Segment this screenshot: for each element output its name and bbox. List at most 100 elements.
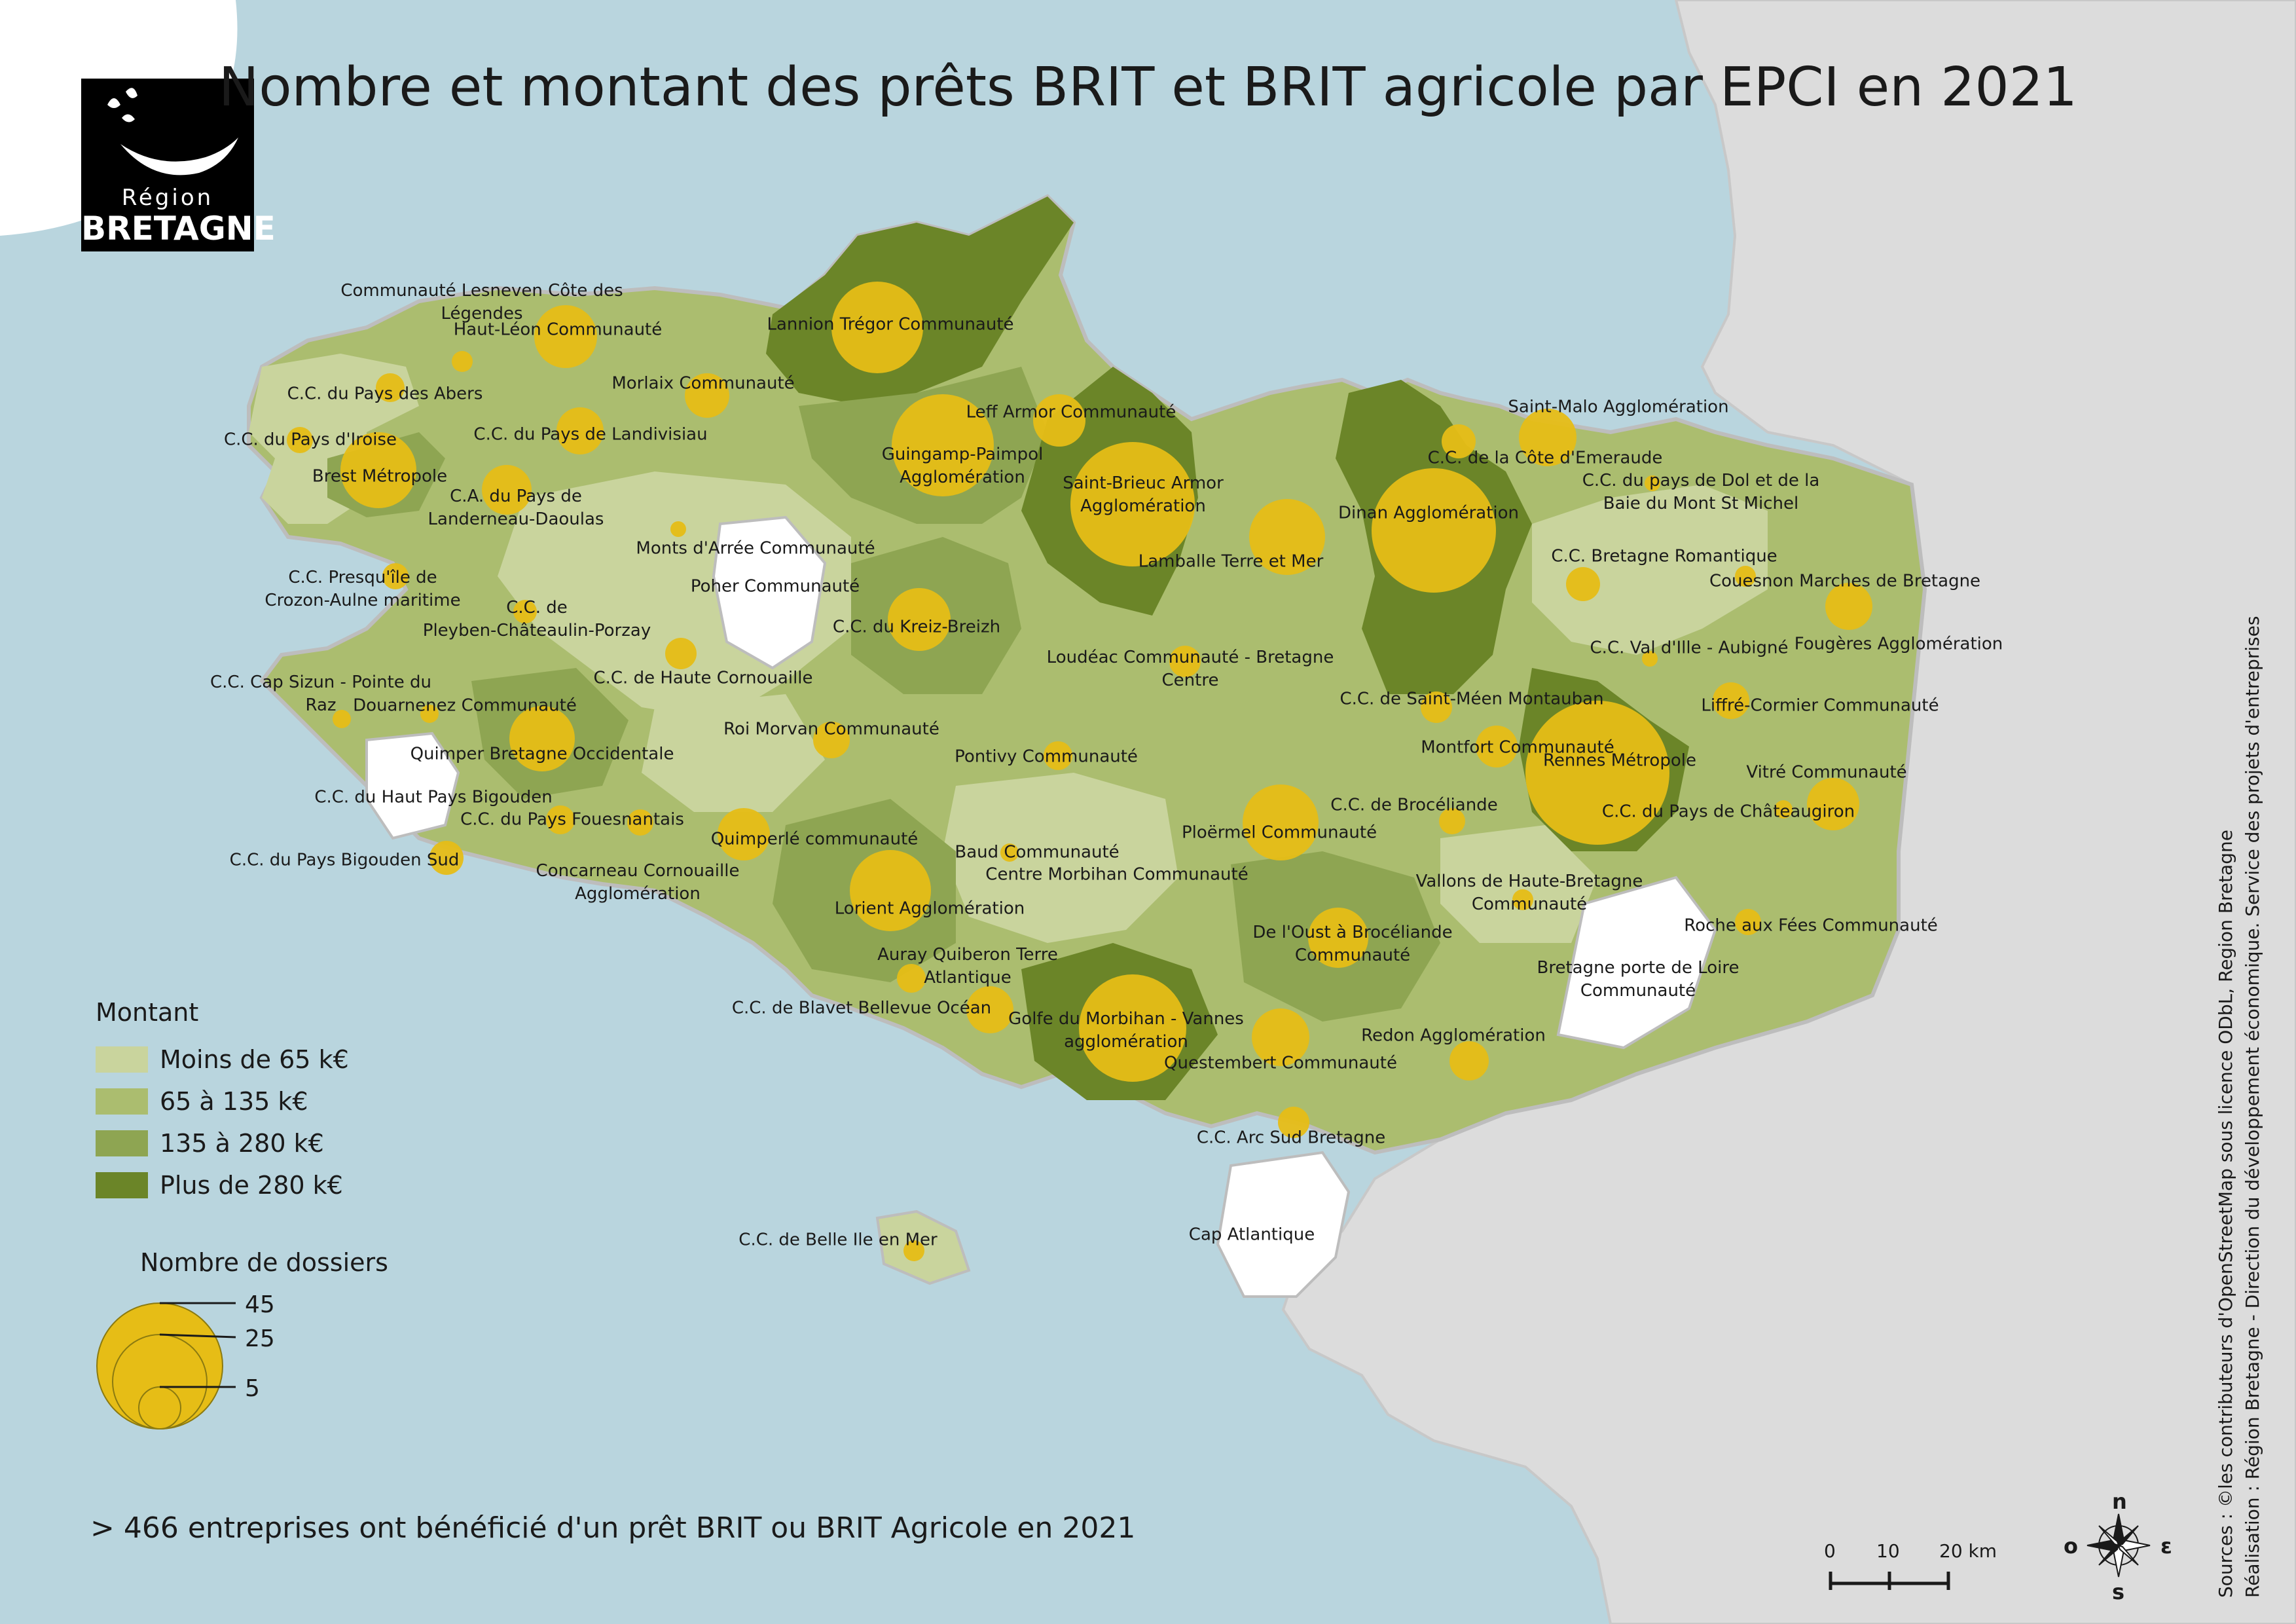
bubble-leff — [1033, 394, 1085, 447]
bubble-baud — [1000, 843, 1019, 862]
epci-label: Douarnenez Communauté — [353, 695, 577, 716]
epci-label: C.C. de Belle Ile en Mer — [738, 1230, 938, 1250]
epci-label: Vitré Communauté — [1746, 762, 1907, 783]
epci-label: Pontivy Communauté — [955, 747, 1138, 767]
epci-label: Leff Armor Communauté — [966, 402, 1176, 422]
epci-label: Redon Agglomération — [1361, 1025, 1546, 1046]
bubble-belle-ile — [903, 1240, 924, 1261]
bubble-fougeres — [1825, 583, 1872, 630]
epci-label: Roi Morvan Communauté — [723, 719, 939, 739]
bubble-vallons — [1512, 889, 1533, 910]
bubble-rennes — [1525, 701, 1669, 845]
bubble-crozon — [382, 563, 409, 589]
bubble-vitre — [1774, 800, 1793, 819]
region-bretagne-porte-loire — [1556, 876, 1717, 1050]
epci-label: C.C. Cap Sizun - Pointe du Raz — [210, 672, 431, 715]
epci-label: Concarneau Cornouaille Agglomération — [536, 860, 740, 904]
region-haut-pays-bigouden — [365, 731, 460, 840]
epci-label: C.C. Arc Sud Bretagne — [1196, 1128, 1386, 1148]
epci-label: C.A. du Pays de Landerneau-Daoulas — [428, 486, 604, 529]
bubble-brest — [340, 432, 416, 508]
bubble-guingamp — [892, 394, 994, 496]
sources-line: Sources : ©les contributeurs d'OpenStree… — [2215, 830, 2236, 1598]
legend-swatch — [96, 1172, 148, 1198]
epci-label: Cap Atlantique — [1188, 1225, 1315, 1245]
legend-title: Montant — [96, 998, 199, 1027]
bubble-auray — [897, 964, 926, 993]
size-legend-circles — [96, 1302, 223, 1430]
scale-label: 20 km — [1939, 1540, 1997, 1562]
epci-label: Saint-Malo Agglomération — [1508, 397, 1729, 417]
bubble-lamballe — [1249, 499, 1325, 575]
epci-label: C.C. de Haute Cornouaille — [593, 668, 813, 688]
scale-label: 0 — [1824, 1540, 1836, 1562]
epci-label: Lamballe Terre et Mer — [1138, 551, 1324, 572]
compass-north-label: n — [2112, 1489, 2127, 1514]
bubble-haut-leon — [534, 305, 597, 368]
epci-label: C.C. du Pays de Landivisiau — [473, 424, 708, 445]
no-data-regions — [365, 515, 1717, 1298]
bubble-pleyben — [513, 600, 537, 623]
epci-label: C.C. du Pays de Châteaugiron — [1601, 802, 1855, 822]
map-title: Nombre et montant des prêts BRIT et BRIT… — [219, 56, 2077, 119]
logo-region-text: Région — [121, 185, 214, 211]
montant-legend: Montant Moins de 65 k€ 65 à 135 k€ 135 à… — [96, 998, 349, 1206]
bubble-loudeac — [1169, 646, 1201, 677]
scale-label: 10 — [1876, 1540, 1900, 1562]
bubble-blavet — [966, 986, 1013, 1033]
epci-label: C.C. du Pays d'Iroise — [223, 430, 397, 450]
legend-swatch — [96, 1130, 148, 1156]
bubble-dinan — [1372, 468, 1496, 593]
bubble-concarneau — [546, 805, 575, 834]
bubble-monts-arree — [670, 521, 686, 537]
bubble-questembert — [1252, 1008, 1309, 1066]
epci-label: Communauté Lesneven Côte des Légendes — [340, 280, 623, 323]
legend-swatch — [96, 1088, 148, 1115]
scale-bar — [1829, 1572, 1950, 1590]
bubble-fouesnantais — [627, 809, 653, 836]
bubble-montfort — [1476, 726, 1518, 767]
sources-note: Sources : ©les contributeurs d'OpenStree… — [2213, 616, 2266, 1598]
bubble-lesneven — [452, 351, 473, 372]
epci-label: Centre Morbihan Communauté — [985, 864, 1248, 885]
epci-label: Couesnon Marches de Bretagne — [1709, 571, 1981, 591]
legend-row: 65 à 135 k€ — [96, 1080, 349, 1122]
bubble-landerneau — [482, 465, 532, 515]
epci-label: C.C. de Blavet Bellevue Océan — [731, 998, 992, 1018]
bubble-redon — [1449, 1041, 1489, 1080]
epci-label: C.C. de Saint-Méen Montauban — [1339, 689, 1604, 709]
size-circle-5 — [138, 1386, 181, 1430]
epci-label: De l'Oust à Brocéliande Communauté — [1252, 922, 1453, 965]
bubble-st-brieuc — [1070, 442, 1195, 566]
epci-label: Bretagne porte de Loire Communauté — [1537, 957, 1740, 1001]
epci-label: Lorient Agglomération — [834, 898, 1025, 919]
epci-label: Saint-Brieuc Armor Agglomération — [1063, 473, 1224, 516]
epci-label: Lannion Trégor Communauté — [767, 314, 1014, 335]
legend-label: Moins de 65 k€ — [160, 1045, 349, 1074]
bubble-cote-emeraude — [1442, 424, 1476, 458]
legend-label: 65 à 135 k€ — [160, 1087, 308, 1116]
bubble-abers — [376, 373, 405, 402]
epci-label: C.C. de Brocéliande — [1330, 795, 1498, 815]
bubble-romantique — [1566, 567, 1600, 601]
logo-name-text: BRETAGNE — [81, 210, 276, 248]
epci-label: C.C. Presqu'île de Crozon-Aulne maritime — [264, 567, 461, 610]
epci-label: Golfe du Morbihan - Vannes agglomération — [1008, 1008, 1244, 1052]
epci-label: C.C. Bretagne Romantique — [1551, 546, 1777, 566]
compass-south-label: s — [2112, 1579, 2125, 1604]
bubble-douarnenez — [420, 705, 439, 723]
epci-label: Rennes Métropole — [1543, 750, 1696, 771]
epci-label: Montfort Communauté — [1421, 737, 1614, 758]
epci-label: Monts d'Arrée Communauté — [636, 538, 875, 559]
epci-label: Morlaix Communauté — [611, 373, 795, 394]
bubble-dol — [1645, 475, 1660, 491]
epci-label: Roche aux Fées Communauté — [1684, 915, 1938, 936]
epci-label: Ploërmel Communauté — [1181, 822, 1377, 843]
region-south-light — [642, 694, 825, 812]
epci-label: Liffré-Cormier Communauté — [1701, 695, 1939, 716]
size-legend-leaders — [159, 1302, 236, 1388]
region-poher — [712, 515, 827, 670]
bubble-pontivy — [1044, 741, 1072, 770]
region-centre-morbihan — [943, 773, 1178, 943]
